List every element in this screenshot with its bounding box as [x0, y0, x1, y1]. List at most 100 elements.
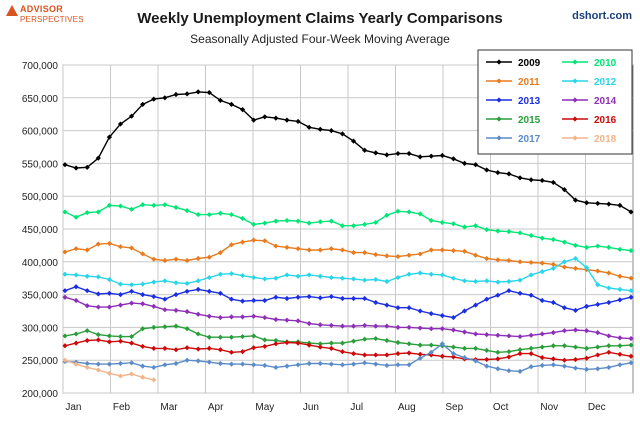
data-point	[140, 101, 146, 107]
data-point	[306, 360, 312, 367]
data-point	[273, 243, 279, 249]
data-point	[506, 349, 512, 355]
data-point	[162, 307, 168, 313]
series-line-2010	[64, 203, 632, 252]
data-point	[339, 223, 346, 229]
legend-item-2016: 2016	[562, 115, 617, 126]
data-point	[273, 218, 279, 224]
data-point	[117, 302, 124, 308]
data-point	[595, 243, 601, 249]
data-point	[151, 96, 157, 102]
data-point	[595, 282, 601, 288]
legend-item-2013: 2013	[486, 96, 541, 107]
data-point	[317, 126, 323, 132]
data-point	[528, 259, 534, 266]
data-point	[106, 276, 112, 283]
x-tick-label: Nov	[540, 402, 558, 413]
x-tick-label: Feb	[113, 402, 131, 413]
data-point	[251, 274, 257, 281]
data-point	[484, 332, 490, 338]
data-point	[473, 302, 479, 308]
data-point	[506, 229, 512, 235]
data-point	[606, 201, 612, 207]
data-point	[384, 278, 390, 285]
data-point	[328, 128, 334, 134]
data-point	[561, 264, 568, 270]
data-point	[84, 328, 90, 334]
data-point	[317, 344, 323, 350]
data-point	[617, 362, 623, 368]
data-point	[95, 332, 101, 338]
data-point	[350, 351, 357, 357]
data-point	[195, 211, 201, 218]
data-point	[384, 302, 390, 308]
data-point	[373, 219, 379, 226]
x-axis-ticks: Jan Feb Mar Apr May Jun Jul Aug Sep Oct Nov Dec	[65, 402, 605, 413]
data-point	[628, 248, 634, 254]
data-point	[450, 327, 457, 333]
data-point	[606, 285, 612, 291]
data-point	[306, 342, 312, 348]
data-point	[73, 284, 79, 290]
data-point	[561, 328, 568, 334]
data-point	[62, 357, 68, 363]
data-point	[439, 326, 445, 332]
legend-box	[477, 49, 633, 155]
data-point	[206, 288, 212, 294]
data-point	[572, 197, 579, 203]
legend-label: 2012	[594, 77, 617, 88]
data-point	[406, 209, 412, 215]
data-point	[228, 296, 235, 302]
data-point	[151, 202, 157, 208]
data-point	[262, 220, 268, 226]
data-point	[606, 364, 612, 371]
legend-item-2018: 2018	[562, 134, 617, 145]
data-point	[362, 352, 368, 358]
data-point	[484, 227, 490, 233]
data-point	[550, 343, 556, 349]
data-point	[350, 361, 357, 367]
data-point	[273, 337, 279, 344]
series-2012	[62, 255, 634, 294]
data-point	[84, 303, 90, 309]
data-point	[617, 343, 623, 349]
data-point	[140, 363, 146, 369]
data-point	[295, 273, 301, 279]
logo-text-line1: ADVISOR	[20, 4, 64, 14]
data-point	[461, 248, 468, 254]
data-point	[584, 244, 590, 250]
data-point	[395, 208, 401, 214]
data-point	[439, 312, 445, 319]
data-point	[373, 323, 379, 329]
data-point	[173, 91, 179, 98]
data-point	[606, 244, 612, 250]
data-point	[73, 272, 79, 278]
data-point	[284, 363, 290, 369]
data-point	[251, 345, 257, 351]
data-point	[339, 362, 346, 368]
data-point	[106, 202, 112, 208]
data-point	[506, 368, 512, 374]
data-point	[428, 247, 434, 253]
data-point	[95, 241, 101, 247]
legend-swatch-marker	[496, 116, 502, 122]
series-line-2011	[64, 239, 632, 279]
data-point	[572, 307, 579, 313]
data-point	[584, 345, 590, 351]
data-point	[106, 339, 112, 345]
data-point	[350, 250, 357, 256]
data-point	[539, 177, 545, 184]
data-point	[339, 323, 346, 329]
data-point	[506, 333, 512, 339]
data-point	[362, 221, 368, 228]
data-point	[495, 169, 501, 176]
data-point	[528, 332, 534, 338]
legend-swatch-marker	[572, 59, 578, 65]
data-point	[184, 345, 190, 351]
data-point	[184, 280, 190, 287]
data-point	[317, 219, 323, 225]
data-point	[461, 278, 468, 284]
data-point	[384, 352, 390, 358]
data-point	[617, 273, 623, 279]
data-point	[628, 294, 634, 300]
